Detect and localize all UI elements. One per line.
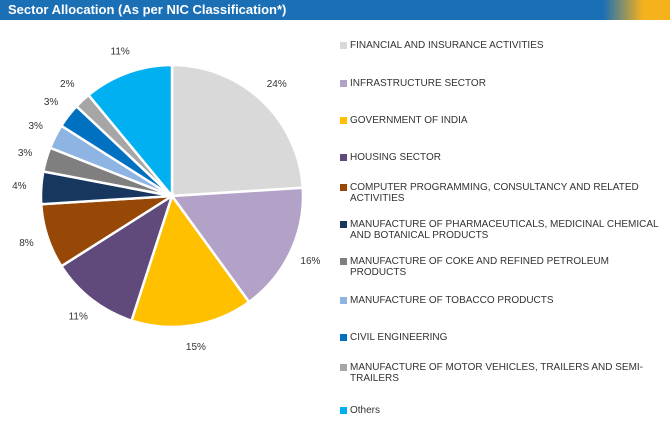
legend-entry: GOVERNMENT OF INDIA — [340, 115, 660, 126]
legend-swatch — [340, 407, 347, 414]
chart-title: Sector Allocation (As per NIC Classifica… — [8, 2, 287, 17]
data-label: 16% — [300, 256, 320, 267]
legend-label: GOVERNMENT OF INDIA — [350, 115, 468, 126]
legend-entry: COMPUTER PROGRAMMING, CONSULTANCY AND RE… — [340, 182, 660, 204]
legend-label: Others — [350, 405, 381, 416]
data-label: 8% — [19, 238, 34, 249]
pie-slice — [86, 63, 174, 200]
pie-slice — [169, 186, 305, 304]
data-label: 3% — [18, 148, 33, 159]
legend-label: MANUFACTURE OF PHARMACEUTICALS, MEDICINA… — [350, 219, 659, 241]
data-label: 3% — [28, 121, 43, 132]
legend-entry: INFRASTRUCTURE SECTOR — [340, 78, 660, 89]
legend-swatch — [340, 42, 347, 49]
legend-label: HOUSING SECTOR — [350, 152, 441, 163]
legend-entry: HOUSING SECTOR — [340, 152, 660, 163]
legend-swatch — [340, 117, 347, 124]
data-label: 2% — [60, 79, 75, 90]
legend-swatch — [340, 154, 347, 161]
legend-entry: MANUFACTURE OF PHARMACEUTICALS, MEDICINA… — [340, 219, 660, 241]
legend-swatch — [340, 364, 347, 371]
legend-entry: MANUFACTURE OF TOBACCO PRODUCTS — [340, 295, 660, 306]
legend-label: FINANCIAL AND INSURANCE ACTIVITIES — [350, 40, 544, 51]
data-label: 15% — [186, 342, 206, 353]
data-label: 11% — [111, 47, 130, 58]
legend-label: MANUFACTURE OF MOTOR VEHICLES, TRAILERS … — [350, 362, 644, 384]
legend-entry: Others — [340, 405, 660, 416]
legend-swatch — [340, 258, 347, 265]
legend-entry: MANUFACTURE OF MOTOR VEHICLES, TRAILERS … — [340, 362, 660, 384]
legend-swatch — [340, 80, 347, 87]
data-label: 4% — [12, 181, 27, 192]
pie-slice — [170, 63, 305, 198]
data-label: 3% — [44, 97, 59, 108]
legend-swatch — [340, 297, 347, 304]
data-label: 11% — [69, 312, 88, 323]
pie-slice — [129, 193, 251, 329]
legend-label: MANUFACTURE OF COKE AND REFINED PETROLEU… — [350, 256, 609, 278]
legend-label: MANUFACTURE OF TOBACCO PRODUCTS — [350, 295, 554, 306]
legend-entry: CIVIL ENGINEERING — [340, 332, 660, 343]
legend-entry: FINANCIAL AND INSURANCE ACTIVITIES — [340, 40, 660, 51]
legend-label: COMPUTER PROGRAMMING, CONSULTANCY AND RE… — [350, 182, 639, 204]
header-bar: Sector Allocation (As per NIC Classifica… — [0, 0, 670, 20]
legend-swatch — [340, 221, 347, 228]
legend-label: CIVIL ENGINEERING — [350, 332, 448, 343]
legend-swatch — [340, 184, 347, 191]
legend-swatch — [340, 334, 347, 341]
legend-label: INFRASTRUCTURE SECTOR — [350, 78, 486, 89]
data-label: 24% — [267, 79, 287, 90]
legend-entry: MANUFACTURE OF COKE AND REFINED PETROLEU… — [340, 256, 660, 278]
pie-slice — [59, 193, 175, 323]
